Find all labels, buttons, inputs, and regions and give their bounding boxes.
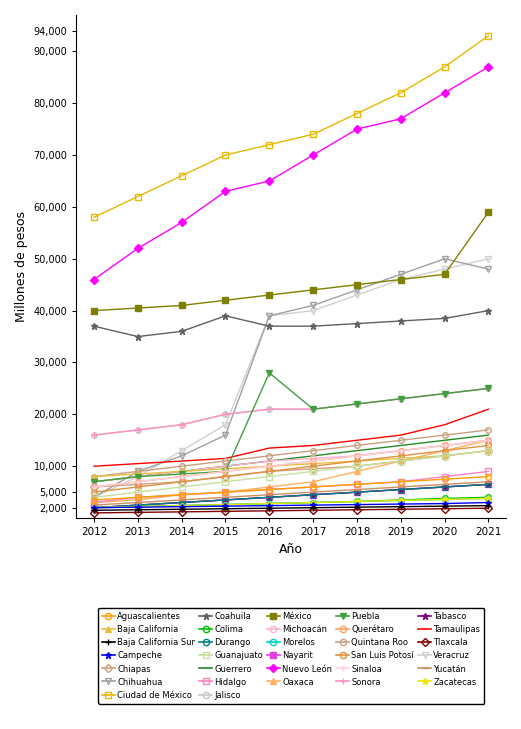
X-axis label: Año: Año	[279, 542, 303, 555]
Legend: Aguascalientes, Baja California, Baja California Sur, Campeche, Chiapas, Chihuah: Aguascalientes, Baja California, Baja Ca…	[98, 608, 485, 704]
Y-axis label: Millones de pesos: Millones de pesos	[15, 211, 28, 322]
